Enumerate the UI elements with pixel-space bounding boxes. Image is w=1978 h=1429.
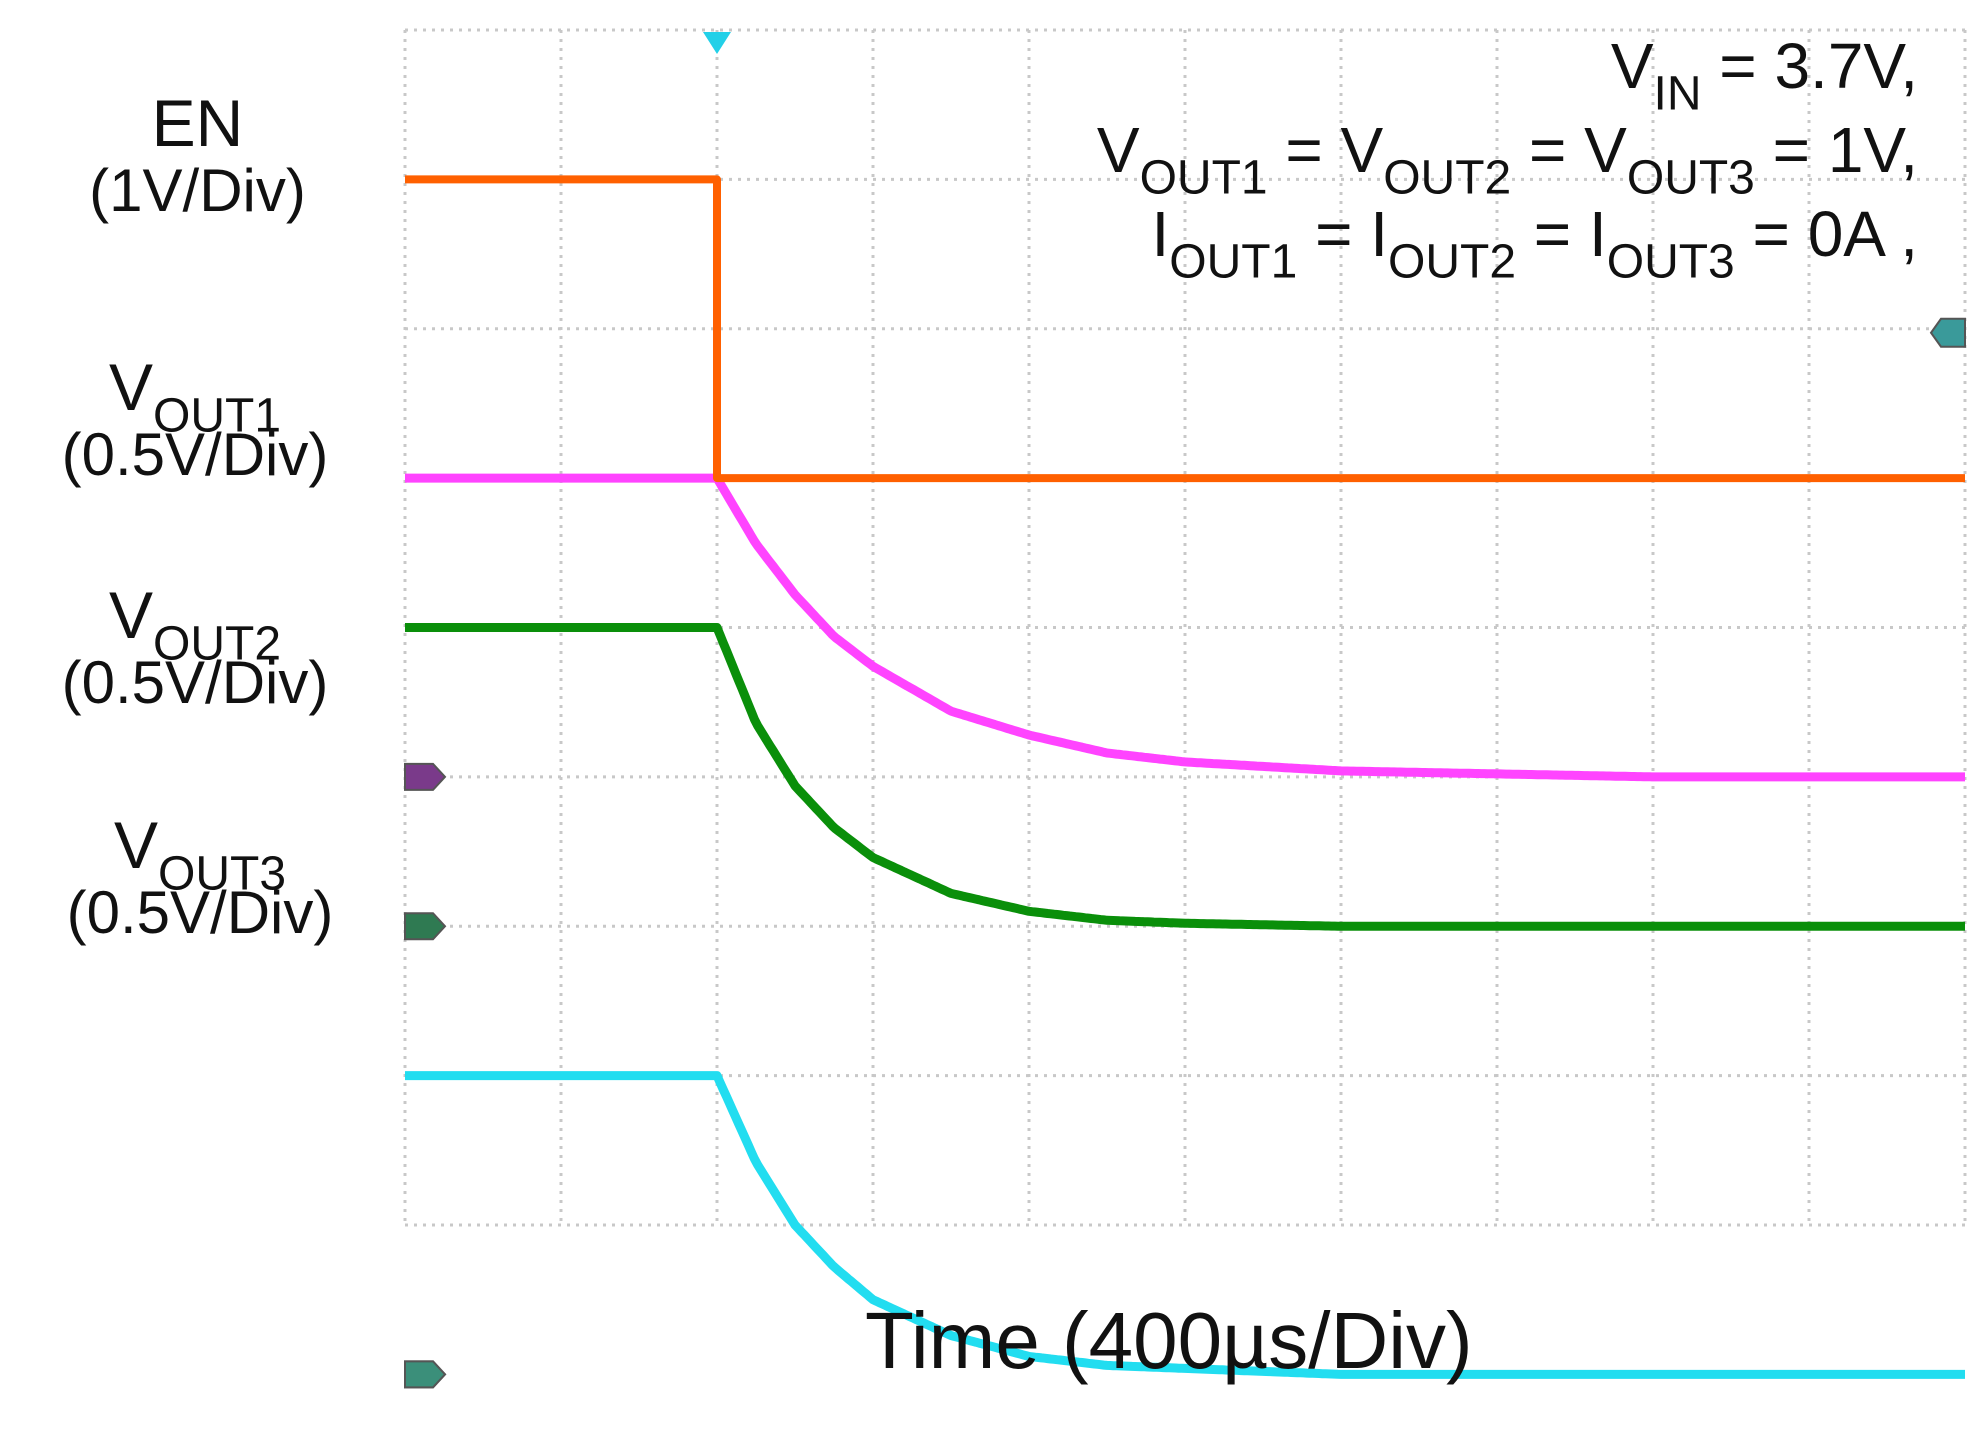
ground-marker-vout2: [404, 912, 447, 941]
label-vout1-name: VOUT1: [108, 350, 282, 443]
condition-text: IN: [1653, 67, 1702, 121]
x-axis-label: Time (400µs/Div): [865, 1296, 1473, 1385]
label-vout1: VOUT1 (0.5V/Div): [30, 350, 360, 489]
condition-text: = V: [1267, 114, 1384, 186]
condition-text: = 0A ,: [1734, 198, 1918, 270]
trace-en: [405, 175, 1965, 483]
trigger-marker: [703, 32, 731, 54]
condition-line-2: VOUT1 = VOUT2 = VOUT3 = 1V,: [1096, 108, 1918, 202]
label-en-name: EN: [151, 86, 244, 160]
label-vout3-scale: (0.5V/Div): [66, 879, 334, 947]
trace-vout3: [403, 1071, 1967, 1379]
label-vout2-scale: (0.5V/Div): [61, 649, 329, 717]
condition-text: = 3.7V,: [1701, 30, 1918, 102]
condition-text: OUT1: [1139, 151, 1268, 205]
label-vout3-name: VOUT3: [113, 808, 287, 901]
ground-marker-en: [404, 1360, 447, 1389]
condition-text: OUT1: [1169, 235, 1298, 289]
condition-text: = 1V,: [1754, 114, 1918, 186]
label-en-scale: (1V/Div): [89, 157, 306, 225]
condition-text: I: [1151, 198, 1170, 270]
trace-vout1: [403, 473, 1967, 782]
condition-text: = I: [1516, 198, 1607, 270]
label-vout3: VOUT3 (0.5V/Div): [35, 808, 365, 947]
condition-text: OUT3: [1626, 151, 1755, 205]
condition-text: V: [1096, 114, 1140, 186]
test-conditions: VIN = 3.7V, VOUT1 = VOUT2 = VOUT3 = 1V, IO…: [1096, 24, 1918, 286]
condition-text: OUT3: [1606, 235, 1735, 289]
label-vout1-scale: (0.5V/Div): [61, 421, 329, 489]
trigger-level-marker: [1929, 317, 1966, 348]
ground-marker-vout1: [404, 762, 447, 791]
label-en: EN (1V/Div): [40, 86, 355, 225]
condition-text: = V: [1511, 114, 1627, 186]
label-vout2: VOUT2 (0.5V/Div): [30, 578, 360, 717]
condition-text: = I: [1297, 198, 1388, 270]
label-vout2-name: VOUT2: [108, 578, 282, 671]
markers: [404, 32, 1966, 1389]
condition-line-1: VIN = 3.7V,: [1097, 24, 1918, 118]
condition-text: OUT2: [1383, 151, 1512, 205]
condition-line-3: IOUT1 = IOUT2 = IOUT3 = 0A ,: [1097, 192, 1918, 286]
traces: [403, 175, 1967, 1379]
condition-text: OUT2: [1388, 235, 1517, 289]
condition-text: V: [1610, 30, 1654, 102]
trace-vout2: [403, 623, 1967, 931]
